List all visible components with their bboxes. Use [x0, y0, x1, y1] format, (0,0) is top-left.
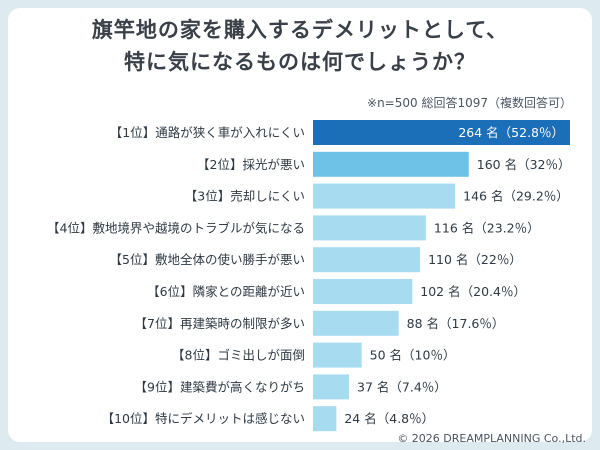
- value-label-10: 24 名（4.8％）: [344, 411, 434, 426]
- category-label-7: 【7位】再建築時の制限が多い: [135, 316, 305, 331]
- value-label-8: 50 名（10％）: [370, 348, 456, 363]
- category-label-8: 【8位】ゴミ出しが面倒: [172, 348, 305, 363]
- value-label-6: 102 名（20.4％）: [420, 284, 526, 299]
- value-label-5: 110 名（22％）: [428, 252, 522, 267]
- bar-8: [313, 342, 362, 368]
- bar-4: [313, 215, 426, 241]
- category-label-4: 【4位】敷地境界や越境のトラブルが気になる: [47, 220, 305, 235]
- chart-title-line-2: 特に気になるものは何でしょうか？: [124, 50, 476, 74]
- category-label-5: 【5位】敷地全体の使い勝手が悪い: [110, 252, 305, 267]
- chart-card: [8, 8, 592, 442]
- category-label-10: 【10位】特にデメリットは感じない: [102, 411, 305, 426]
- sample-note: ※n=500 総回答1097（複数回答可）: [367, 96, 572, 110]
- chart-title-line-1: 旗竿地の家を購入するデメリットとして、: [91, 18, 509, 42]
- bar-1: [313, 120, 570, 145]
- value-label-2: 160 名（32％）: [477, 157, 571, 172]
- bar-10: [313, 406, 337, 432]
- bar-6: [313, 279, 413, 304]
- category-label-1: 【1位】通路が狭く車が入れにくい: [110, 125, 305, 140]
- category-label-9: 【9位】建築費が高くなりがち: [135, 379, 305, 394]
- value-label-3: 146 名（29.2％）: [463, 189, 569, 204]
- category-label-3: 【3位】売却しにくい: [185, 189, 305, 204]
- value-label-1: 264 名（52.8％）: [458, 125, 564, 140]
- category-label-2: 【2位】採光が悪い: [197, 157, 305, 172]
- value-label-4: 116 名（23.2％）: [434, 220, 540, 235]
- bar-9: [313, 374, 350, 400]
- bar-7: [313, 310, 399, 336]
- bar-3: [313, 183, 456, 209]
- category-label-6: 【6位】隣家との距離が近い: [147, 284, 305, 299]
- bar-5: [313, 247, 421, 273]
- bar-2: [313, 151, 469, 177]
- value-label-9: 37 名（7.4％）: [357, 379, 447, 394]
- value-label-7: 88 名（17.6％）: [407, 316, 505, 331]
- copyright: © 2026 DREAMPLANNING Co.,Ltd.: [397, 432, 586, 445]
